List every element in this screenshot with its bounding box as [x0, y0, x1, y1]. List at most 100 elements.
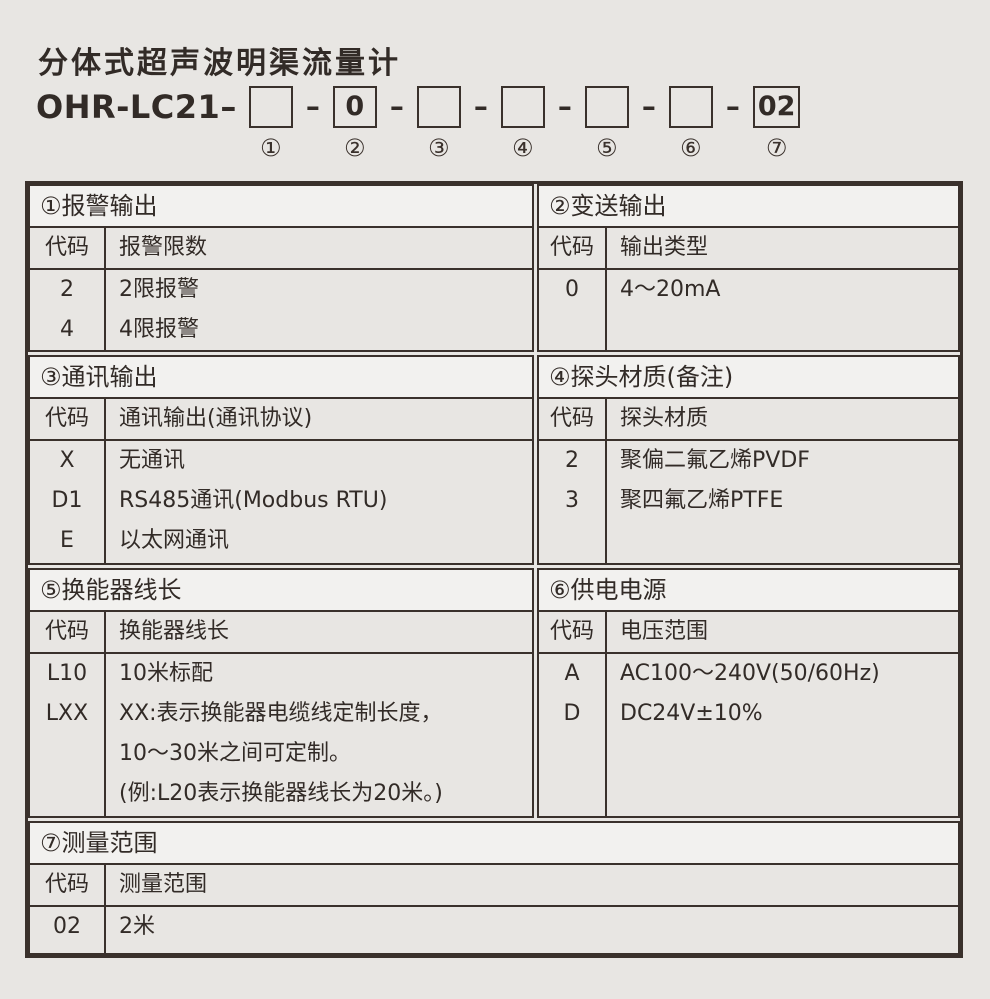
code-cell: E — [60, 528, 74, 553]
code-column: 代码 L10 LXX — [30, 612, 106, 816]
section-body: 代码 X D1 E 通讯输出(通讯协议) 无通讯 RS485通讯(Modbus RTU) 以太… — [30, 399, 532, 563]
model-separator: – — [557, 90, 572, 123]
code-column: 代码 0 — [539, 228, 607, 350]
desc-column: 电压范围 AC100～240V(50/60Hz) DC24V±10% — [607, 612, 958, 816]
desc-line: 聚偏二氟乙烯PVDF — [620, 448, 810, 473]
section-body: 代码 A D 电压范围 AC100～240V(50/60Hz) DC24V±10% — [539, 612, 958, 816]
section-title: ①报警输出 — [30, 186, 532, 228]
desc-column-header: 输出类型 — [607, 228, 958, 270]
desc-cell: 4～20mA — [607, 270, 958, 310]
section-title: ③通讯输出 — [30, 357, 532, 399]
desc-cell: 10米标配 — [106, 654, 532, 694]
model-box-3 — [416, 86, 461, 128]
section-1: ①报警输出 代码 2 4 报警限数 2限报警 4限报警 — [28, 184, 534, 352]
code-cell: D1 — [51, 488, 83, 513]
code-column-header: 代码 — [539, 612, 605, 654]
desc-cell: 无通讯 — [106, 441, 532, 481]
desc-line: 以太网通讯 — [119, 528, 230, 553]
code-column: 代码 2 3 — [539, 399, 607, 563]
code-cell: 3 — [565, 488, 579, 513]
code-column: 代码 02 — [30, 865, 106, 953]
section-title: ②变送输出 — [539, 186, 958, 228]
code-cell: 4 — [60, 317, 74, 342]
section-title: ④探头材质(备注) — [539, 357, 958, 399]
desc-cell: DC24V±10% — [607, 694, 958, 734]
code-cell: D — [563, 701, 581, 726]
model-prefix: OHR-LC21– — [36, 88, 237, 126]
desc-line: 10～30米之间可定制。 — [119, 741, 351, 766]
section-7: ⑦测量范围 代码 02 测量范围 2米 — [28, 821, 960, 955]
desc-column: 输出类型 4～20mA — [607, 228, 958, 350]
model-box-2: 0 — [332, 86, 377, 128]
code-cell: X — [59, 448, 75, 473]
code-cell: LXX — [45, 701, 89, 726]
code-column-header: 代码 — [539, 399, 605, 441]
model-box-5 — [584, 86, 629, 128]
model-index-6: ⑥ — [680, 134, 702, 162]
page-title: 分体式超声波明渠流量计 — [38, 46, 401, 81]
model-code-row: OHR-LC21– ① –0 ② – ③ – ④ – ⑤ – ⑥ –02 ⑦ — [36, 86, 801, 162]
section-6: ⑥供电电源 代码 A D 电压范围 AC100～240V(50/60Hz) DC24V±10… — [537, 568, 960, 818]
model-box-6 — [668, 86, 713, 128]
desc-cell: 2米 — [106, 907, 958, 947]
code-column-header: 代码 — [30, 865, 104, 907]
code-column: 代码 2 4 — [30, 228, 106, 350]
code-cell: L10 — [46, 661, 88, 686]
model-separator: – — [641, 90, 656, 123]
desc-line: DC24V±10% — [620, 701, 763, 726]
section-body: 代码 2 3 探头材质聚偏二氟乙烯PVDF 聚四氟乙烯PTFE — [539, 399, 958, 563]
section-title: ⑤换能器线长 — [30, 570, 532, 612]
model-unit-1: ① — [248, 86, 293, 162]
desc-line: 无通讯 — [119, 448, 186, 473]
desc-cell: 以太网通讯 — [106, 521, 532, 561]
desc-column-header: 报警限数 — [106, 228, 532, 270]
model-unit-7: 02 ⑦ — [752, 86, 801, 160]
model-index-2: ② — [344, 134, 366, 162]
desc-column: 通讯输出(通讯协议) 无通讯 RS485通讯(Modbus RTU) 以太网通讯 — [106, 399, 532, 563]
desc-cell: RS485通讯(Modbus RTU) — [106, 481, 532, 521]
section-5: ⑤换能器线长 代码 L10 LXX 换能器线长 10米标配 XX:表示换能器电缆线定制长度，… — [28, 568, 534, 818]
section-title: ⑥供电电源 — [539, 570, 958, 612]
section-body: 代码 L10 LXX 换能器线长 10米标配 XX:表示换能器电缆线定制长度， 10～30米… — [30, 612, 532, 816]
desc-cell: 4限报警 — [106, 310, 532, 350]
desc-column: 探头材质聚偏二氟乙烯PVDF 聚四氟乙烯PTFE — [607, 399, 958, 563]
section-body: 代码 0 输出类型 4～20mA — [539, 228, 958, 350]
code-column-header: 代码 — [30, 228, 104, 270]
desc-line: 聚四氟乙烯PTFE — [620, 488, 784, 513]
model-separator: – — [473, 90, 488, 123]
section-body: 代码 2 4 报警限数 2限报警 4限报警 — [30, 228, 532, 350]
desc-cell: 聚偏二氟乙烯PVDF — [607, 441, 958, 481]
desc-column-header: 探头材质 — [607, 399, 958, 441]
model-index-1: ① — [260, 134, 282, 162]
code-column-header: 代码 — [30, 399, 104, 441]
code-cell: A — [564, 661, 580, 686]
code-column-header: 代码 — [30, 612, 104, 654]
desc-line: (例:L20表示换能器线长为20米。) — [119, 781, 443, 806]
desc-cell: 聚四氟乙烯PTFE — [607, 481, 958, 521]
model-box-7: 02 — [752, 86, 801, 128]
model-separator: – — [305, 90, 320, 123]
code-cell: 2 — [60, 277, 74, 302]
desc-column-header: 通讯输出(通讯协议) — [106, 399, 532, 441]
model-unit-6: ⑥ — [668, 86, 713, 162]
code-cell: 2 — [565, 448, 579, 473]
code-column-header: 代码 — [539, 228, 605, 270]
desc-column: 测量范围 2米 — [106, 865, 958, 953]
desc-column: 报警限数 2限报警 4限报警 — [106, 228, 532, 350]
model-unit-5: ⑤ — [584, 86, 629, 160]
section-2: ②变送输出 代码 0 输出类型 4～20mA — [537, 184, 960, 352]
code-column: 代码 A D — [539, 612, 607, 816]
section-3: ③通讯输出 代码 X D1 E 通讯输出(通讯协议) 无通讯 RS485通讯(Modbus R… — [28, 355, 534, 565]
desc-line: 10米标配 — [119, 661, 213, 686]
desc-cell: AC100～240V(50/60Hz) — [607, 654, 958, 694]
model-index-4: ④ — [512, 134, 534, 162]
model-box-4 — [500, 86, 545, 128]
model-box-1 — [248, 86, 293, 128]
model-unit-4: ④ — [500, 86, 545, 162]
model-separator: – — [389, 90, 404, 123]
section-body: 代码 02 测量范围 2米 — [30, 865, 958, 953]
desc-line: AC100～240V(50/60Hz) — [620, 661, 880, 686]
desc-line: 2限报警 — [119, 277, 199, 302]
